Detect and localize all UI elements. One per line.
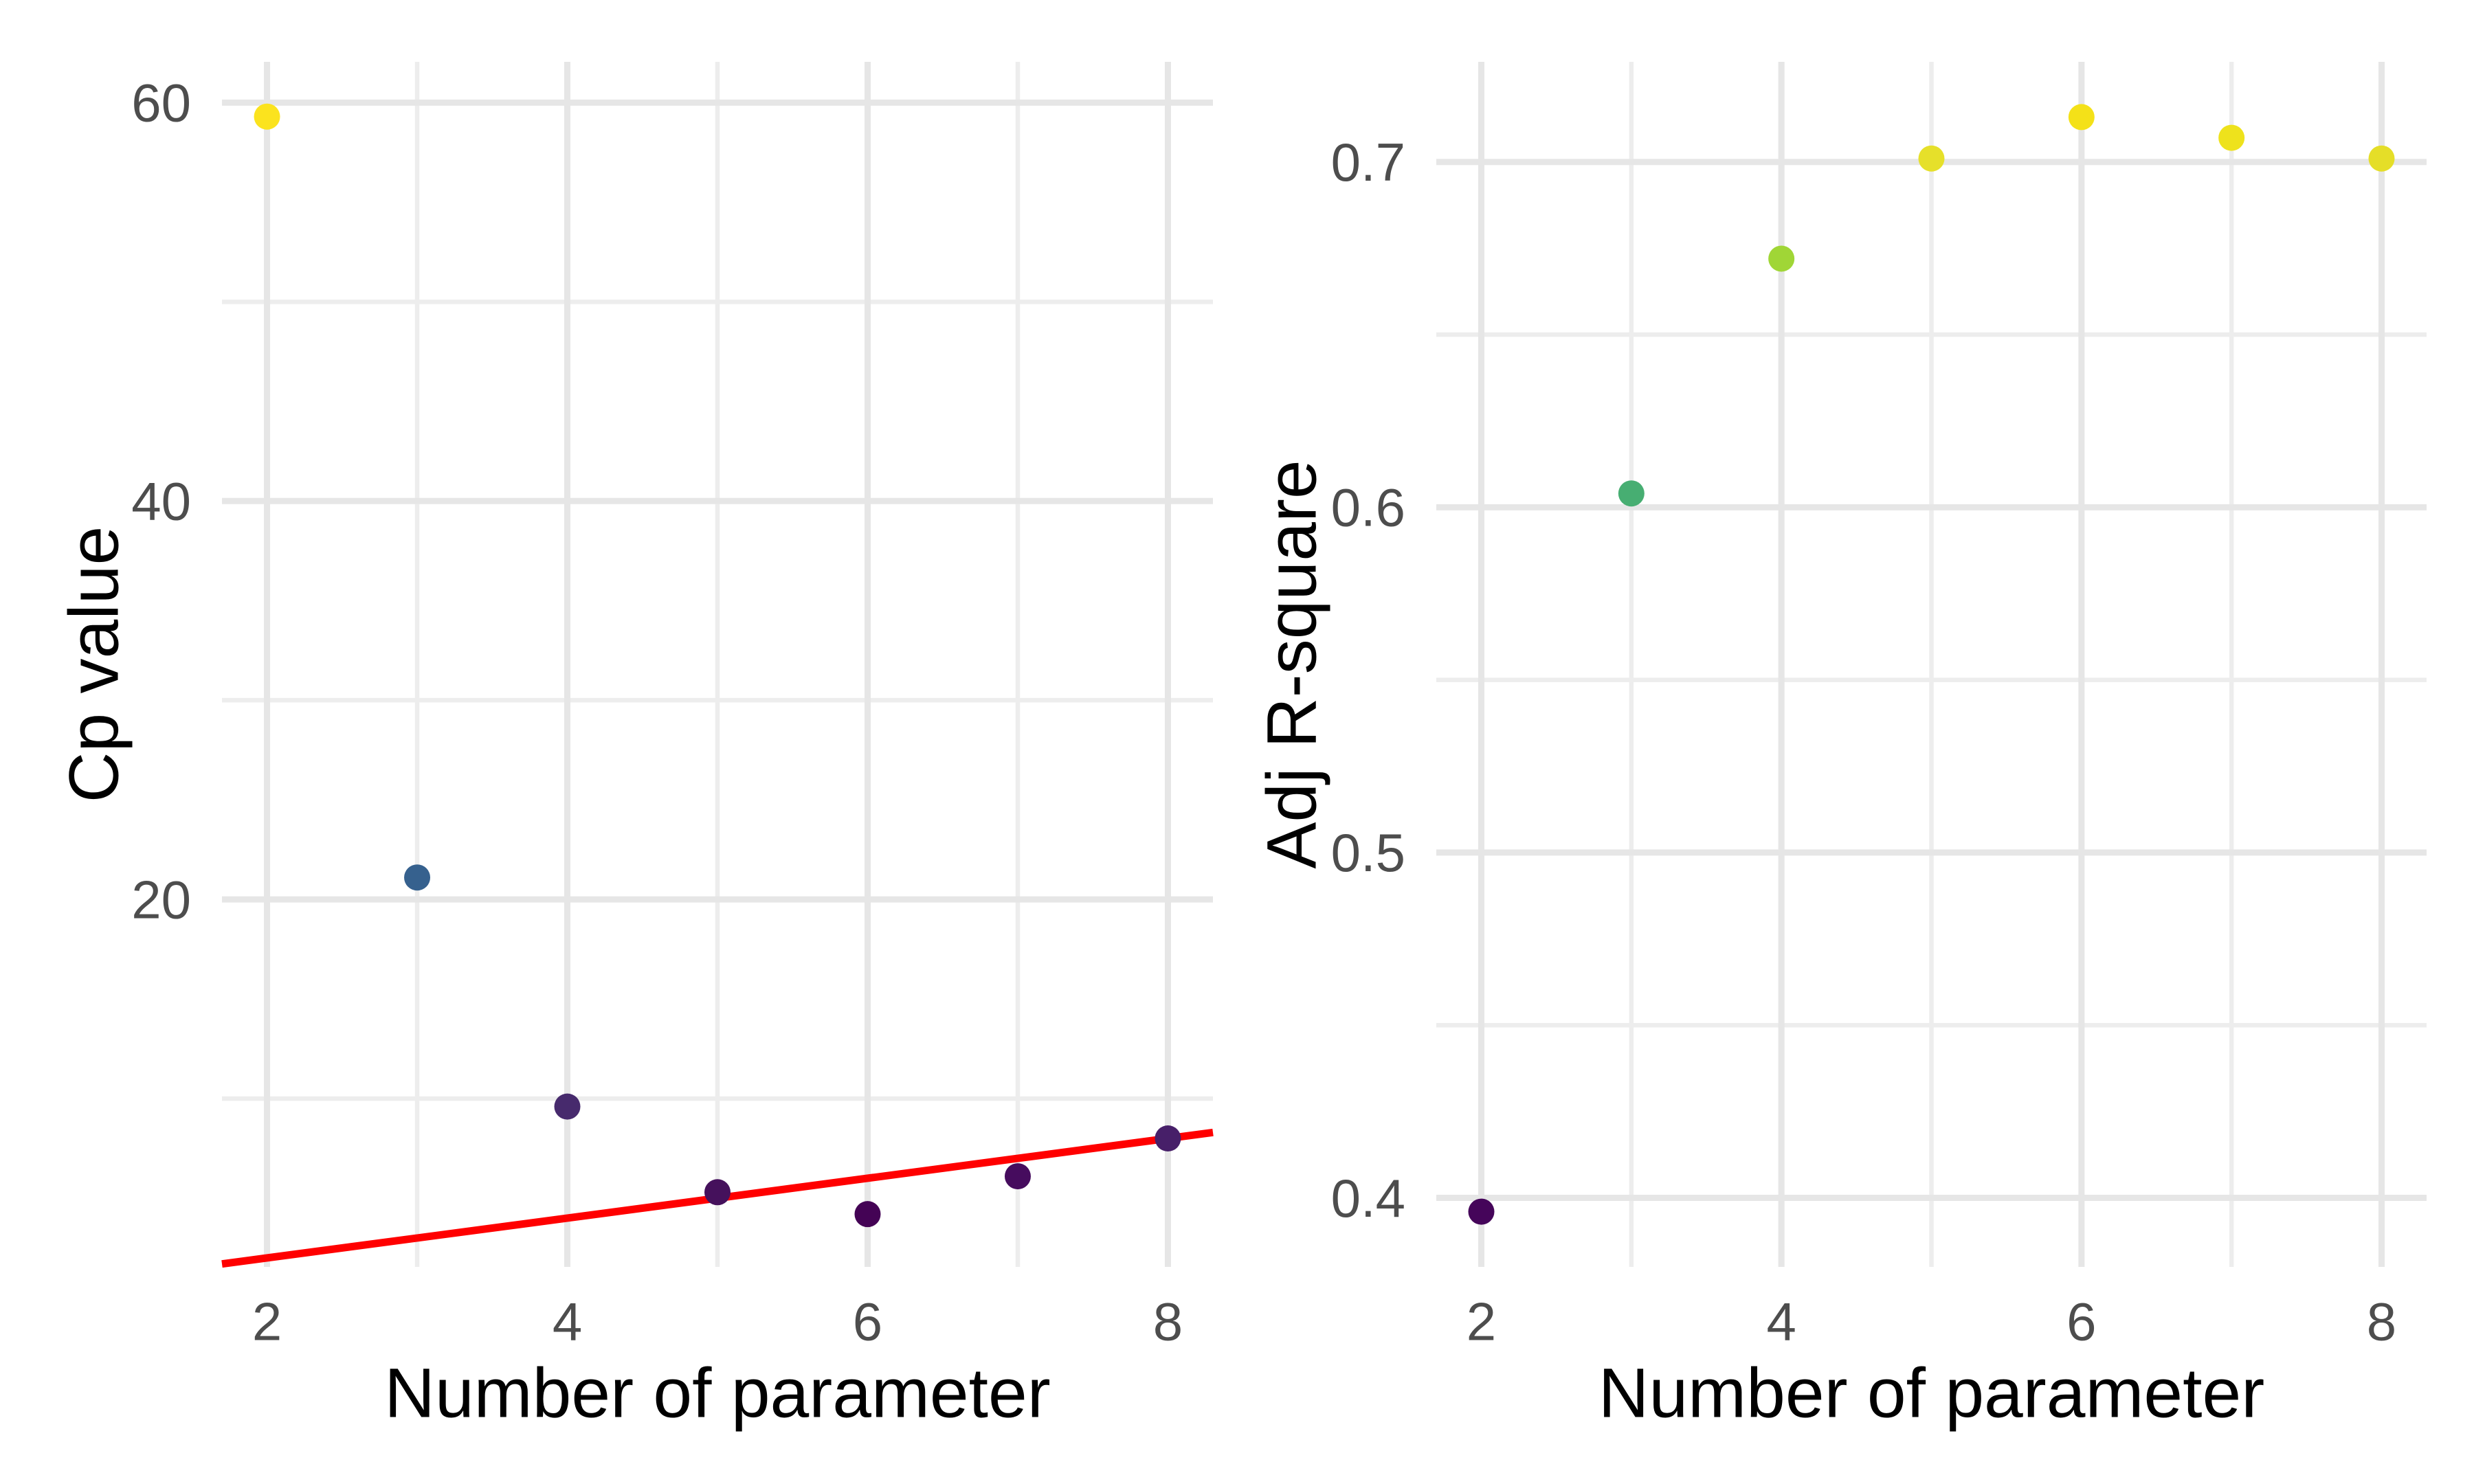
y-axis-tick-label: 40 xyxy=(131,471,191,532)
data-point xyxy=(1468,1198,1495,1225)
data-point xyxy=(2368,145,2395,172)
x-axis-tick-label: 6 xyxy=(2066,1291,2096,1351)
x-axis-tick-label: 2 xyxy=(1467,1291,1496,1351)
data-point xyxy=(854,1201,881,1228)
x-axis-tick-label: 2 xyxy=(252,1291,282,1351)
data-point xyxy=(704,1179,731,1206)
y-axis-title: Adj R-square xyxy=(1253,460,1331,868)
data-point xyxy=(1768,245,1795,272)
y-axis-tick-label: 0.7 xyxy=(1331,132,1405,192)
y-axis-tick-label: 0.5 xyxy=(1331,822,1405,883)
x-axis-title: Number of parameter xyxy=(1598,1354,2264,1432)
data-point xyxy=(554,1093,581,1120)
y-axis-tick-label: 20 xyxy=(131,869,191,930)
data-point xyxy=(2068,104,2095,131)
data-point xyxy=(254,103,280,130)
data-point xyxy=(404,864,431,891)
y-axis-tick-label: 0.4 xyxy=(1331,1168,1405,1228)
x-axis-title: Number of parameter xyxy=(384,1354,1050,1432)
y-axis-tick-label: 0.6 xyxy=(1331,477,1405,538)
x-axis-tick-label: 4 xyxy=(553,1291,582,1351)
data-point xyxy=(2218,124,2245,151)
y-axis-title: Cp value xyxy=(55,526,133,803)
x-axis-tick-label: 6 xyxy=(853,1291,882,1351)
data-point xyxy=(1918,145,1945,172)
data-point xyxy=(1155,1125,1181,1152)
data-point xyxy=(1618,480,1645,507)
adj-r2-plot: 2 4 6 8 0.4 0.5 0.6 0.7 Number of parameter Adj R… xyxy=(1253,62,2427,1432)
y-axis-tick-label: 60 xyxy=(131,73,191,133)
x-axis-tick-label: 8 xyxy=(2367,1291,2396,1351)
x-axis-tick-label: 4 xyxy=(1766,1291,1796,1351)
data-point xyxy=(1004,1163,1031,1190)
x-axis-tick-label: 8 xyxy=(1153,1291,1183,1351)
cp-plot: 2 4 6 8 20 40 60 Number of parameter Cp value xyxy=(55,62,1214,1432)
